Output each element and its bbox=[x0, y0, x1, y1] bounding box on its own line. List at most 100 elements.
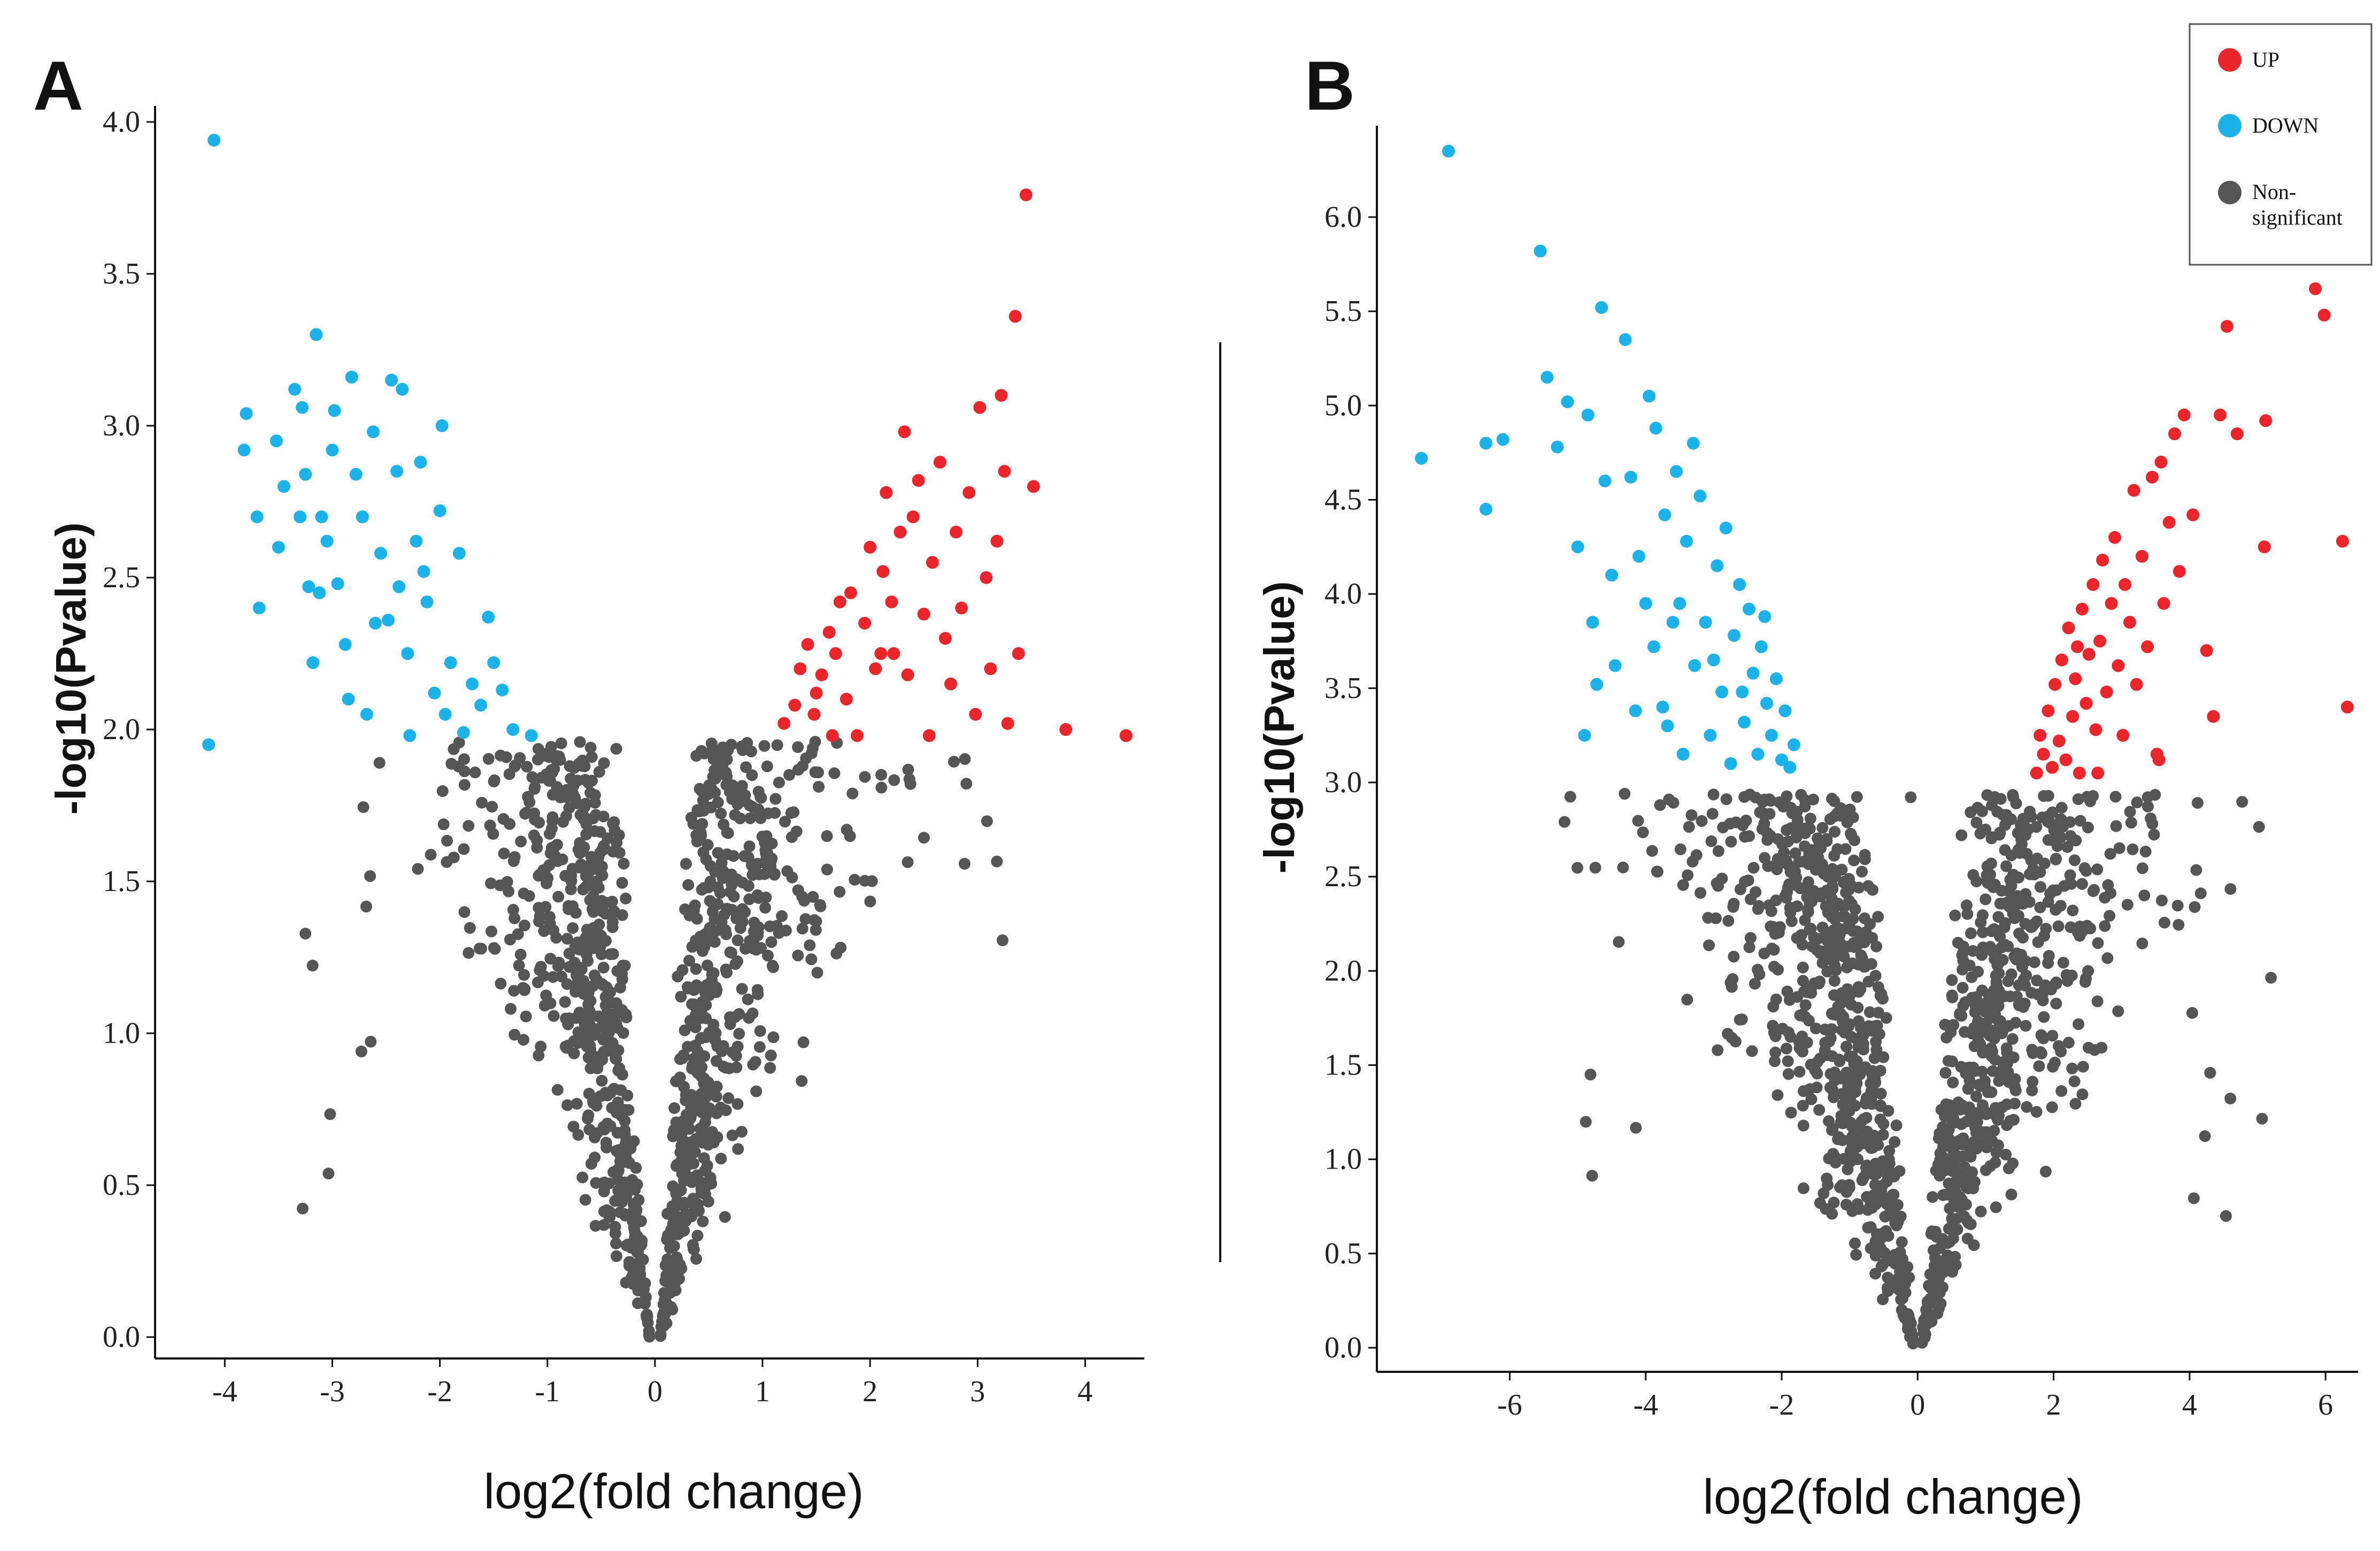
panel-b-point-down bbox=[1624, 471, 1637, 484]
panel-b-point-ns bbox=[2125, 817, 2137, 829]
panel-a-point-up bbox=[1001, 717, 1014, 730]
panel-b-point-ns bbox=[1896, 1253, 1908, 1265]
panel-b-point-ns bbox=[1802, 876, 1814, 888]
panel-b-point-ns bbox=[1831, 807, 1844, 819]
panel-b-point-ns bbox=[2001, 1057, 2013, 1070]
panel-b-point-ns bbox=[1791, 900, 1804, 912]
panel-b-point-ns bbox=[1716, 872, 1728, 885]
panel-a-point-down bbox=[506, 723, 520, 736]
panel-a-point-ns bbox=[674, 1071, 686, 1084]
panel-b-point-up bbox=[2086, 578, 2100, 592]
panel-a-point-ns bbox=[601, 1117, 613, 1130]
panel-b-point-down bbox=[1619, 333, 1632, 346]
panel-a-point-ns bbox=[412, 863, 424, 875]
panel-b-point-ns bbox=[1946, 974, 1958, 986]
panel-a-point-ns bbox=[550, 932, 563, 944]
panel-b-x-tick-label: -2 bbox=[1769, 1388, 1794, 1422]
panel-b-point-ns bbox=[1873, 1238, 1885, 1250]
panel-b-letter: B bbox=[1305, 47, 1355, 125]
panel-a-point-ns bbox=[597, 962, 610, 974]
panel-b-y-tick-label: 3.5 bbox=[1324, 672, 1362, 705]
panel-a-point-ns bbox=[625, 1142, 637, 1155]
panel-b-point-ns bbox=[1936, 1267, 1948, 1279]
panel-b-point-ns bbox=[1837, 1015, 1849, 1027]
panel-a-point-ns bbox=[306, 959, 319, 972]
panel-b-point-ns bbox=[2138, 889, 2151, 902]
panel-b-point-down bbox=[1661, 719, 1674, 733]
panel-b-point-ns bbox=[2070, 834, 2082, 847]
panel-a-point-ns bbox=[859, 874, 871, 887]
panel-a-point-ns bbox=[740, 761, 752, 773]
panel-a-point-down bbox=[269, 434, 283, 448]
panel-b-point-ns bbox=[1728, 950, 1740, 963]
panel-a-point-ns bbox=[734, 922, 746, 934]
panel-a-point-ns bbox=[555, 737, 567, 749]
panel-a-point-ns bbox=[690, 1253, 703, 1265]
panel-a-point-ns bbox=[573, 1007, 586, 1019]
panel-b-point-ns bbox=[1586, 1170, 1598, 1182]
panel-a-point-ns bbox=[805, 953, 818, 965]
panel-a-point-ns bbox=[758, 868, 771, 880]
panel-b-point-ns bbox=[1850, 1249, 1862, 1261]
panel-b-point-ns bbox=[2080, 972, 2092, 985]
panel-b-point-ns bbox=[1851, 791, 1863, 803]
panel-a-point-down bbox=[428, 686, 441, 700]
panel-b-point-ns bbox=[1761, 834, 1774, 846]
panel-b-point-ns bbox=[1952, 1096, 1965, 1109]
panel-b-point-up bbox=[2135, 550, 2148, 563]
panel-b-point-ns bbox=[1991, 980, 2003, 992]
panel-a-point-ns bbox=[710, 1091, 722, 1103]
panel-a-point-up bbox=[880, 486, 893, 499]
panel-a-point-ns bbox=[715, 856, 728, 869]
panel-a-point-up bbox=[917, 608, 930, 621]
panel-b-point-ns bbox=[1966, 1166, 1978, 1178]
panel-b-point-ns bbox=[2019, 918, 2031, 930]
panel-a-point-ns bbox=[722, 1092, 735, 1104]
panel-a-point-ns bbox=[538, 925, 550, 937]
panel-a-point-ns bbox=[364, 870, 376, 882]
panel-a-point-ns bbox=[902, 856, 914, 869]
panel-b-point-ns bbox=[2068, 854, 2081, 866]
panel-a-point-up bbox=[1027, 480, 1040, 493]
panel-a-point-ns bbox=[779, 816, 791, 828]
panel-b-point-ns bbox=[1822, 907, 1834, 919]
panel-b-point-ns bbox=[2124, 805, 2136, 818]
panel-a-point-ns bbox=[810, 915, 822, 927]
panel-b-point-ns bbox=[1924, 1296, 1937, 1309]
panel-b-point-ns bbox=[1677, 879, 1689, 891]
panel-a-point-ns bbox=[731, 934, 744, 947]
panel-b-point-ns bbox=[1619, 788, 1631, 800]
panel-b-point-ns bbox=[1743, 941, 1755, 954]
panel-a-point-ns bbox=[698, 882, 710, 894]
panel-a-point-ns bbox=[828, 767, 841, 779]
panel-b-point-ns bbox=[1907, 1338, 1919, 1350]
panel-b-point-ns bbox=[2199, 1130, 2211, 1142]
panel-b-point-ns bbox=[1847, 811, 1859, 824]
panel-a-x-tick-label: -2 bbox=[427, 1375, 452, 1408]
panel-b-point-ns bbox=[2072, 793, 2084, 805]
panel-a-point-ns bbox=[656, 1316, 668, 1328]
panel-b-point-ns bbox=[2188, 1192, 2200, 1204]
panel-a-point-ns bbox=[582, 1109, 595, 1122]
panel-a-point-down bbox=[390, 465, 404, 478]
panel-b-point-ns bbox=[2096, 1041, 2108, 1054]
panel-a-point-down bbox=[306, 656, 320, 670]
panel-b-point-up bbox=[2052, 734, 2066, 748]
panel-b-point-ns bbox=[2020, 888, 2032, 900]
panel-a-point-ns bbox=[585, 1157, 597, 1170]
panel-a-point-ns bbox=[754, 812, 767, 824]
panel-a-point-ns bbox=[604, 948, 617, 961]
panel-a-point-ns bbox=[752, 892, 765, 904]
panel-a-point-ns bbox=[565, 869, 577, 881]
panel-a-point-ns bbox=[588, 898, 600, 910]
panel-b-point-ns bbox=[1823, 1153, 1835, 1165]
panel-b-point-ns bbox=[1742, 874, 1754, 887]
panel-b-x-tick-label: -6 bbox=[1497, 1388, 1522, 1422]
panel-a-point-down bbox=[202, 738, 215, 751]
panel-b-y-tick-label: 0.0 bbox=[1324, 1331, 1362, 1364]
panel-b-point-down bbox=[1719, 521, 1732, 535]
panel-b-point-ns bbox=[2034, 866, 2046, 878]
panel-b-point-ns bbox=[2055, 1085, 2068, 1097]
panel-a-point-ns bbox=[834, 886, 846, 898]
panel-a-point-ns bbox=[662, 1258, 674, 1270]
